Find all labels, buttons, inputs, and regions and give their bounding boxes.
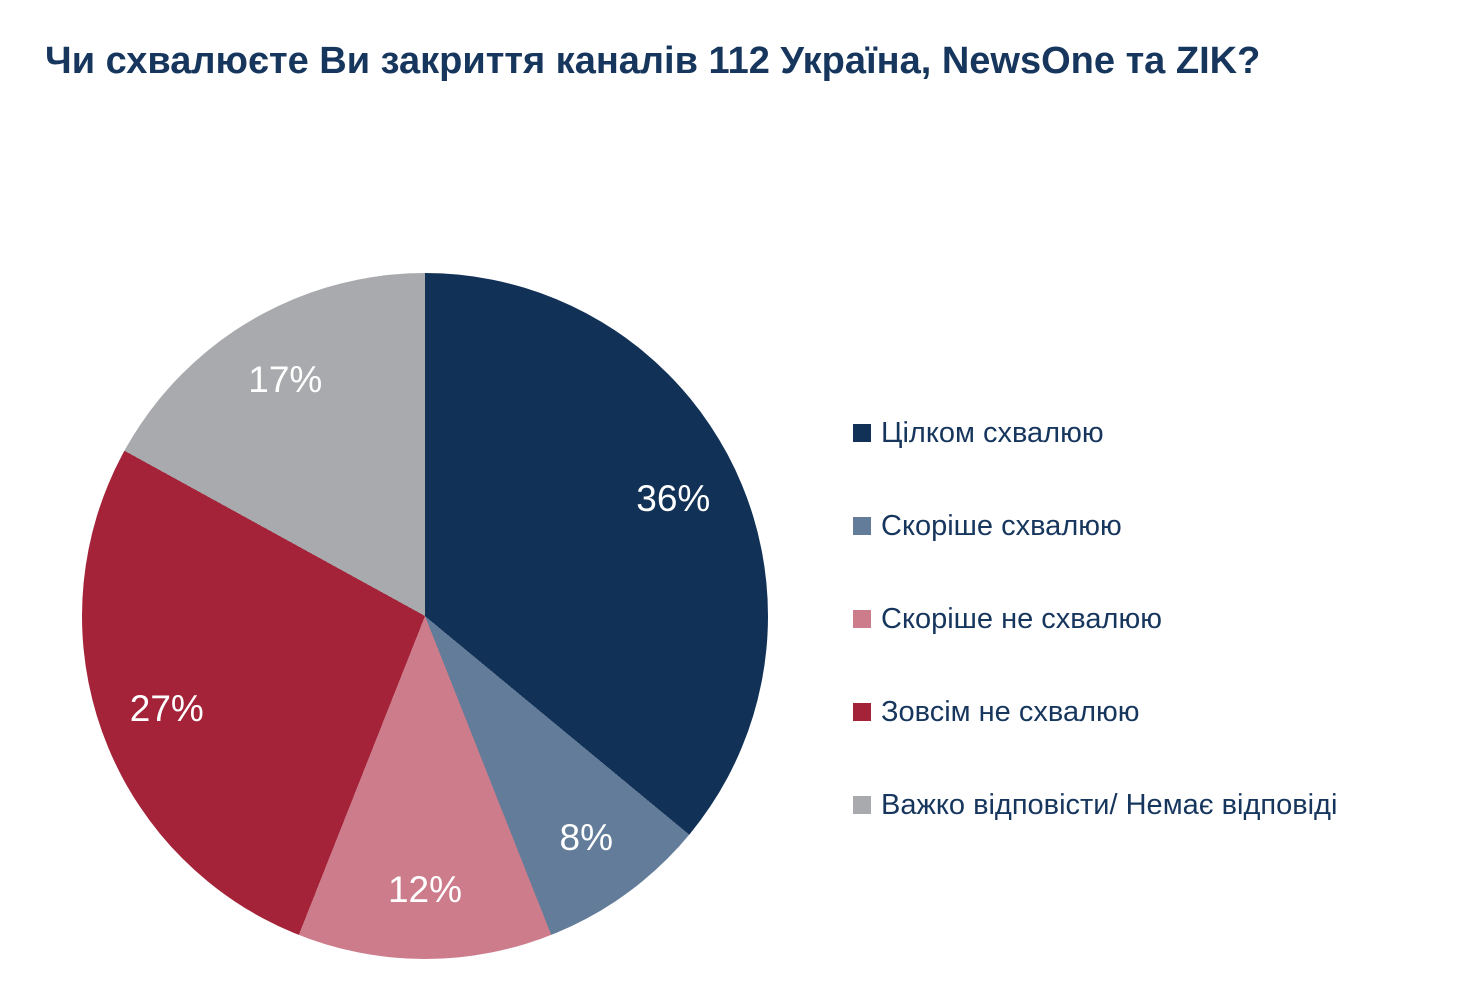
- legend-swatch-icon: [853, 703, 871, 721]
- legend-item-fully-approve: Цілком схвалюю: [853, 410, 1337, 456]
- chart-title: Чи схвалюєте Ви закриття каналів 112 Укр…: [45, 40, 1261, 82]
- pie-slice-label-rather-approve: 8%: [559, 816, 614, 858]
- legend-label: Зовсім не схвалюю: [881, 695, 1140, 728]
- legend-swatch-icon: [853, 796, 871, 814]
- pie-slice-label-fully-disapprove: 27%: [129, 687, 204, 729]
- legend-label: Скоріше схвалюю: [881, 509, 1122, 542]
- legend-swatch-icon: [853, 517, 871, 535]
- legend-label: Важко відповісти/ Немає відповіді: [881, 788, 1338, 821]
- legend-item-rather-disapprove: Скоріше не схвалюю: [853, 596, 1337, 642]
- legend-label: Скоріше не схвалюю: [881, 602, 1162, 635]
- pie-chart: 36% 8% 12% 27% 17%: [82, 273, 768, 959]
- pie-slice-label-fully-approve: 36%: [636, 478, 711, 520]
- legend-item-rather-approve: Скоріше схвалюю: [853, 503, 1337, 549]
- legend-item-fully-disapprove: Зовсім не схвалюю: [853, 689, 1337, 735]
- legend: Цілком схвалюю Скоріше схвалюю Скоріше н…: [853, 410, 1337, 875]
- pie-slice-label-rather-disapprove: 12%: [387, 869, 463, 911]
- legend-item-hard-to-answer: Важко відповісти/ Немає відповіді: [853, 782, 1337, 828]
- pie-slice-label-hard-to-answer: 17%: [248, 358, 323, 400]
- legend-swatch-icon: [853, 610, 871, 628]
- legend-swatch-icon: [853, 424, 871, 442]
- legend-label: Цілком схвалюю: [881, 416, 1104, 449]
